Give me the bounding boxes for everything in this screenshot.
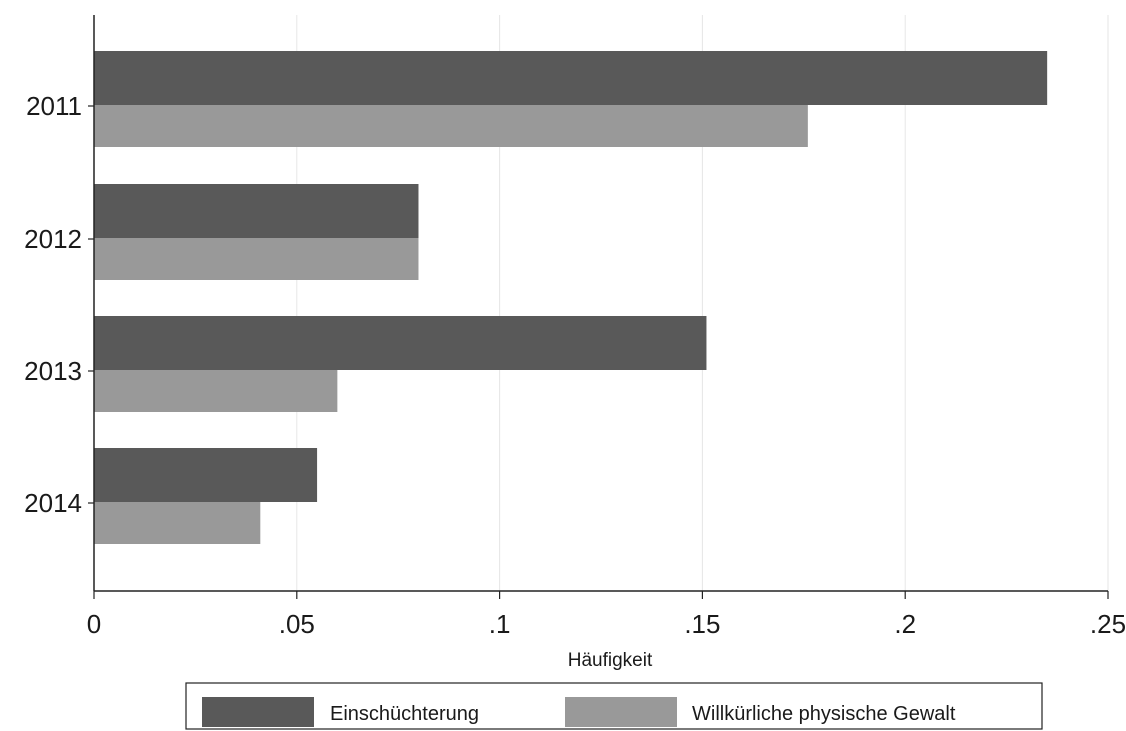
bar: [94, 502, 261, 544]
bar: [94, 51, 1048, 105]
bar: [94, 238, 419, 280]
x-tick-label: .05: [279, 609, 315, 639]
x-tick-label: .2: [894, 609, 916, 639]
bar: [94, 316, 707, 370]
x-tick-label: .1: [489, 609, 511, 639]
legend-swatch-einschuechterung: [202, 697, 314, 727]
bar: [94, 184, 419, 238]
y-ticks: 2011 2012 2013 2014: [24, 91, 94, 518]
bar: [94, 105, 808, 147]
x-tick-label: 0: [87, 609, 101, 639]
bar: [94, 370, 338, 412]
legend-swatch-willkuerliche-gewalt: [565, 697, 677, 727]
y-tick-label: 2014: [24, 488, 82, 518]
x-ticks: 0 .05 .1 .15 .2 .25: [87, 591, 1126, 639]
x-axis-title: Häufigkeit: [568, 650, 653, 671]
legend-label-einschuechterung: Einschüchterung: [330, 703, 479, 725]
legend-label-willkuerliche-gewalt: Willkürliche physische Gewalt: [692, 703, 956, 725]
bars: [94, 51, 1048, 544]
y-tick-label: 2011: [26, 91, 82, 121]
x-tick-label: .25: [1090, 609, 1126, 639]
legend: Einschüchterung Willkürliche physische G…: [185, 682, 1043, 730]
y-tick-label: 2013: [24, 356, 82, 386]
x-tick-label: .15: [684, 609, 720, 639]
bar: [94, 448, 318, 502]
y-tick-label: 2012: [24, 224, 82, 254]
